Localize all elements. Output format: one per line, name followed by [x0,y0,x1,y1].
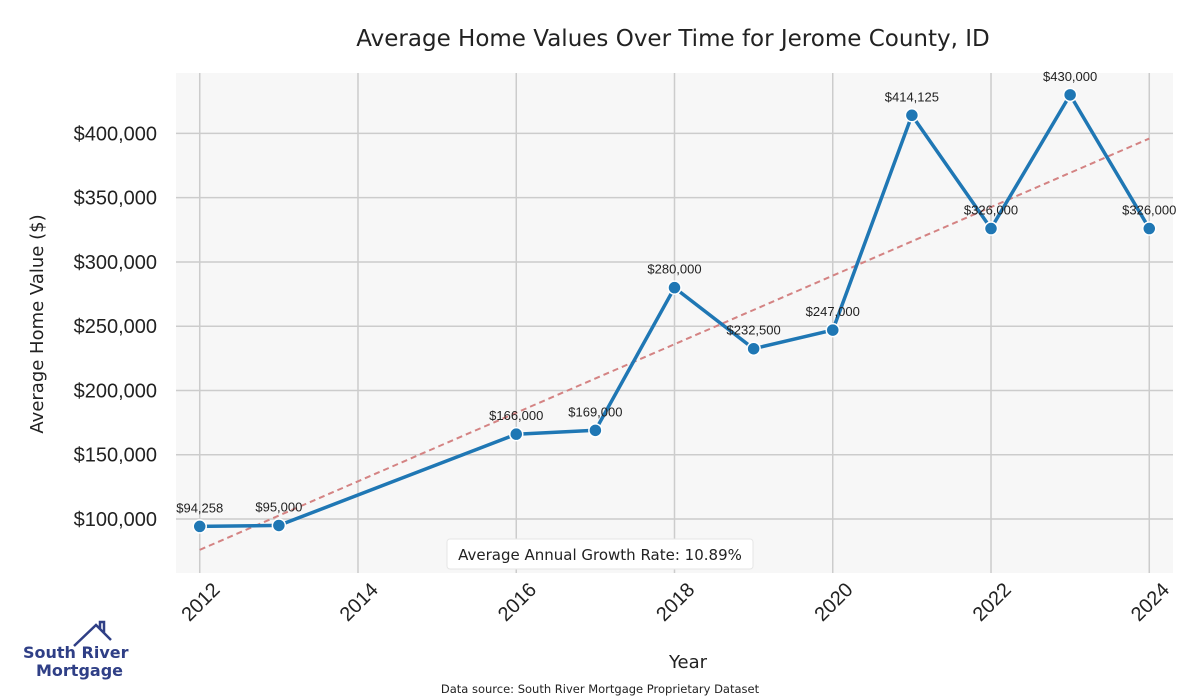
data-source: Data source: South River Mortgage Propri… [441,682,760,696]
x-tick-label: 2024 [1127,579,1174,626]
growth-rate-annotation: Average Annual Growth Rate: 10.89% [458,546,742,564]
y-tick-label: $200,000 [74,380,157,402]
data-label: $326,000 [1122,203,1176,218]
data-point [667,280,682,295]
data-label: $326,000 [964,203,1018,218]
data-label: $166,000 [489,408,543,423]
data-point [1142,221,1157,236]
y-tick-label: $400,000 [74,123,157,145]
data-label: $95,000 [255,499,302,514]
x-tick-label: 2022 [969,579,1016,626]
y-axis: $100,000 $150,000 $200,000 $250,000 $300,000… [74,123,157,531]
data-label: $232,500 [727,323,781,338]
grid [176,73,1173,573]
growth-rate-box: Average Annual Growth Rate: 10.89% [446,538,754,570]
data-label: $169,000 [568,404,622,419]
data-point [271,518,287,533]
data-point [983,221,999,236]
data-point [588,423,603,438]
x-tick-label: 2020 [810,579,857,626]
logo-line-1: South River [23,643,129,662]
data-point [746,341,761,356]
data-point [904,108,920,123]
y-tick-label: $250,000 [74,316,157,338]
x-tick-label: 2014 [336,579,383,626]
x-tick-label: 2012 [177,579,224,626]
y-axis-title: Average Home Value ($) [27,214,48,433]
data-label: $280,000 [647,262,701,277]
logo-line-2: Mortgage [36,661,123,680]
trend-line [199,137,1150,551]
data-label: $94,258 [176,500,223,515]
data-label: $430,000 [1043,69,1097,84]
data-point [825,322,841,338]
x-axis: 2012 2014 2016 2018 2020 2022 2024 [177,579,1174,626]
y-tick-label: $300,000 [74,252,157,274]
south-river-logo: South River Mortgage [23,620,129,680]
data-label: $414,125 [885,89,939,104]
chart-title: Average Home Values Over Time for Jerome… [356,26,989,52]
data-point [508,426,524,442]
x-axis-title: Year [668,652,708,673]
data-labels: $94,258 $95,000 $166,000 $169,000 $280,000 $2… [176,69,1176,516]
y-tick-label: $150,000 [74,445,157,467]
x-tick-label: 2018 [652,579,699,626]
x-tick-label: 2016 [494,579,541,626]
y-tick-label: $100,000 [74,509,157,531]
data-label: $247,000 [806,304,860,319]
house-roof-icon [73,620,112,647]
data-point [192,519,207,534]
data-points [192,87,1157,534]
data-point [1062,87,1078,103]
y-tick-label: $350,000 [74,188,157,210]
